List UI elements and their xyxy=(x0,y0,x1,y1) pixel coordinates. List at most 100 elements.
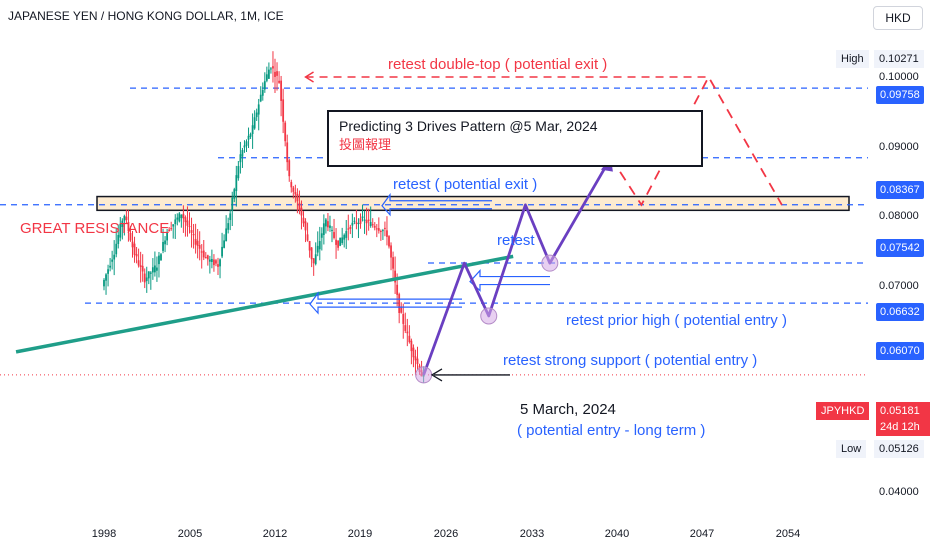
candle-body xyxy=(200,251,203,253)
candle-body xyxy=(381,230,384,232)
candle-body xyxy=(278,80,280,83)
annotation-retest-strong-support[interactable]: retest strong support ( potential entry … xyxy=(503,352,758,369)
annotation-retest-exit[interactable]: retest ( potential exit ) xyxy=(393,176,538,193)
candle-body xyxy=(274,71,276,77)
candle-body xyxy=(396,284,399,295)
candle-body xyxy=(402,314,405,324)
time-tick: 2019 xyxy=(347,528,373,540)
candle-body xyxy=(265,74,268,81)
candle-body xyxy=(384,227,386,229)
candle-body xyxy=(215,260,217,264)
candle-body xyxy=(184,217,187,223)
candle-body xyxy=(194,238,197,245)
candle-body xyxy=(160,254,162,261)
candle-body xyxy=(247,135,250,140)
candle-body xyxy=(113,254,116,260)
candle-body xyxy=(310,247,313,260)
candle-body xyxy=(408,335,411,343)
candle-body xyxy=(255,112,258,118)
time-tick: 2054 xyxy=(775,528,801,540)
candle-body xyxy=(337,240,340,248)
candle-body xyxy=(276,71,278,76)
double-top-arrowhead xyxy=(304,71,314,83)
candle-body xyxy=(202,250,205,258)
candle-body xyxy=(304,221,307,231)
candle-body xyxy=(288,160,291,177)
candle-body xyxy=(361,216,364,219)
candle-body xyxy=(363,219,366,221)
annotation-retest[interactable]: retest xyxy=(497,232,535,249)
candle-body xyxy=(125,216,128,221)
candle-body xyxy=(137,260,140,266)
support-trendline xyxy=(15,254,514,354)
candle-body xyxy=(377,228,380,231)
candle-body xyxy=(270,68,272,70)
annotation-note-box[interactable]: Predicting 3 Drives Pattern @5 Mar, 2024… xyxy=(327,110,703,167)
candle-body xyxy=(286,142,289,163)
level-label-0.06632: 0.06632 xyxy=(876,303,924,321)
candle-body xyxy=(318,241,321,250)
candle-body xyxy=(316,245,319,253)
candle-body xyxy=(233,189,236,199)
currency-button[interactable]: HKD xyxy=(873,6,923,30)
last-price: 0.05181 xyxy=(880,405,920,417)
price-chart[interactable] xyxy=(0,0,868,520)
candle-body xyxy=(345,231,348,238)
candle-body xyxy=(394,270,397,283)
candle-body xyxy=(320,233,323,238)
retest-arrow xyxy=(469,268,550,292)
annotation-long-term[interactable]: ( potential entry - long term ) xyxy=(517,422,706,439)
retest-arrow xyxy=(381,192,492,217)
candle-body xyxy=(357,223,360,225)
candle-body xyxy=(109,265,112,268)
candle-body xyxy=(204,257,207,259)
candle-body xyxy=(371,224,374,226)
candle-body xyxy=(208,259,211,262)
candle-body xyxy=(280,80,283,101)
candle-body xyxy=(282,99,285,122)
candle-body xyxy=(335,239,337,245)
candle-body xyxy=(182,213,185,219)
resistance-zone xyxy=(96,195,850,212)
note-title: Predicting 3 Drives Pattern @5 Mar, 2024 xyxy=(339,118,598,134)
candle-body xyxy=(129,233,132,241)
candle-body xyxy=(237,166,240,179)
level-label-0.06070: 0.06070 xyxy=(876,342,924,360)
time-tick: 2040 xyxy=(604,528,630,540)
candle-body xyxy=(296,193,299,202)
candle-body xyxy=(119,224,122,238)
candle-body xyxy=(251,125,254,135)
chart-area[interactable] xyxy=(0,0,868,520)
candle-body xyxy=(210,259,213,262)
candle-body xyxy=(164,240,166,245)
candle-body xyxy=(351,222,354,226)
candle-body xyxy=(245,141,248,146)
candle-body xyxy=(416,358,419,365)
candle-body xyxy=(121,220,124,228)
candle-body xyxy=(294,191,297,195)
note-subtitle: 投圖報理 xyxy=(339,137,392,152)
candle-body xyxy=(367,219,370,222)
annotation-double-top[interactable]: retest double-top ( potential exit ) xyxy=(388,56,608,73)
chart-title: JAPANESE YEN / HONG KONG DOLLAR, 1M, ICE xyxy=(8,9,284,23)
candle-body xyxy=(302,217,305,224)
candle-body xyxy=(149,272,152,274)
level-label-0.09758: 0.09758 xyxy=(876,86,924,104)
candle-body xyxy=(217,264,219,267)
candle-body xyxy=(267,69,270,79)
candle-body xyxy=(186,220,189,226)
candle-body xyxy=(239,154,242,163)
candle-body xyxy=(231,197,234,211)
candle-body xyxy=(105,274,107,281)
candle-body xyxy=(327,221,329,228)
candle-body xyxy=(404,325,407,331)
candle-body xyxy=(392,257,394,269)
candle-body xyxy=(158,255,160,265)
annotation-great-resistance[interactable]: GREAT RESISTANCE xyxy=(20,220,170,237)
candle-body xyxy=(365,220,368,224)
annotation-retest-prior-high[interactable]: retest prior high ( potential entry ) xyxy=(566,312,787,329)
candle-body xyxy=(375,228,378,230)
candle-body xyxy=(355,222,358,224)
candle-body xyxy=(312,258,315,264)
annotation-march-date[interactable]: 5 March, 2024 xyxy=(520,401,616,418)
